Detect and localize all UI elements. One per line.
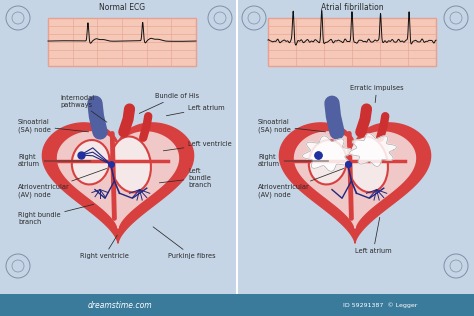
- Text: Atrioventricular
(AV) node: Atrioventricular (AV) node: [18, 168, 107, 198]
- Text: Erratic impulses: Erratic impulses: [350, 85, 404, 103]
- Polygon shape: [57, 132, 179, 228]
- Ellipse shape: [309, 140, 346, 185]
- Text: Atrioventricular
(AV) node: Atrioventricular (AV) node: [258, 168, 344, 198]
- Ellipse shape: [111, 137, 151, 192]
- Text: Left
bundle
branch: Left bundle branch: [159, 168, 211, 188]
- Polygon shape: [279, 123, 430, 243]
- Text: Bundle of His: Bundle of His: [139, 93, 199, 113]
- Ellipse shape: [348, 137, 388, 192]
- Text: Right
atrium: Right atrium: [18, 155, 91, 167]
- Text: Left atrium: Left atrium: [355, 217, 392, 254]
- Polygon shape: [294, 132, 416, 228]
- Text: Right
atrium: Right atrium: [258, 155, 328, 167]
- Text: Internodal
pathways: Internodal pathways: [60, 94, 107, 122]
- Text: Left ventricle: Left ventricle: [164, 141, 232, 151]
- Text: Right ventricle: Right ventricle: [80, 235, 129, 259]
- Polygon shape: [350, 134, 396, 166]
- Bar: [0, 294, 474, 316]
- Text: Normal ECG: Normal ECG: [99, 3, 145, 12]
- Bar: [48, 18, 196, 66]
- Ellipse shape: [72, 140, 109, 185]
- Text: Sinoatrial
(SA) node: Sinoatrial (SA) node: [258, 119, 326, 133]
- Polygon shape: [302, 136, 353, 171]
- Text: Sinoatrial
(SA) node: Sinoatrial (SA) node: [18, 119, 89, 133]
- Text: Purkinje fibres: Purkinje fibres: [153, 227, 216, 259]
- Bar: [268, 18, 436, 66]
- Text: ID 59291387  © Legger: ID 59291387 © Legger: [343, 302, 417, 308]
- Text: dreamstime.com: dreamstime.com: [88, 301, 152, 309]
- Text: Atrial fibrillation: Atrial fibrillation: [321, 3, 383, 12]
- Text: Left atrium: Left atrium: [166, 105, 225, 116]
- Polygon shape: [42, 123, 193, 243]
- Text: Right bundle
branch: Right bundle branch: [18, 204, 94, 224]
